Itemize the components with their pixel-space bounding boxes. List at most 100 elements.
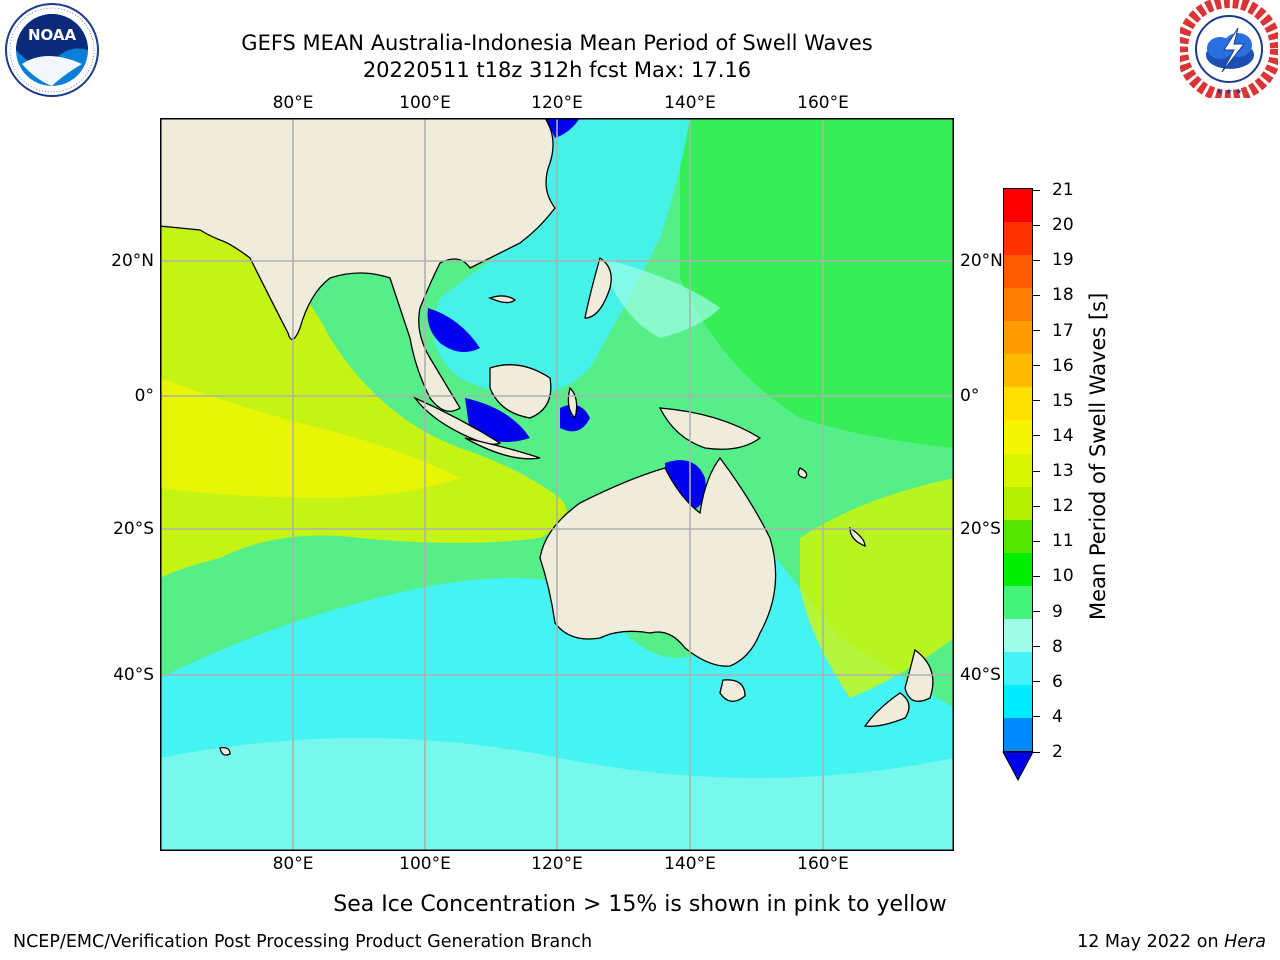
lon-tick-top: 100°E	[399, 93, 451, 113]
colorbar-level-label: 18	[1052, 285, 1074, 306]
swell-region-yellow-sea	[545, 118, 580, 138]
title-line-1: GEFS MEAN Australia-Indonesia Mean Perio…	[241, 31, 873, 55]
sea-ice-note: Sea Ice Concentration > 15% is shown in …	[333, 892, 947, 917]
hainan-land	[488, 295, 517, 304]
colorbar-tick	[1033, 646, 1040, 648]
colorbar-title: Mean Period of Swell Waves [s]	[1086, 292, 1110, 620]
colorbar-band	[1004, 387, 1032, 421]
lon-tick-top: 80°E	[272, 93, 314, 113]
colorbar-tick	[1033, 505, 1040, 507]
colorbar-band	[1004, 222, 1032, 256]
colorbar-tick	[1033, 575, 1040, 577]
colorbar-tick	[1033, 400, 1040, 402]
lon-tick-bottom: 120°E	[531, 854, 583, 874]
colorbar-level-label: 2	[1052, 742, 1063, 762]
new-caledonia-land	[849, 526, 866, 547]
philippines-land	[584, 256, 612, 319]
colorbar-tick	[1033, 259, 1040, 261]
lon-tick-bottom: 100°E	[399, 854, 451, 874]
colorbar-tick	[1033, 611, 1040, 612]
colorbar-level-label: 15	[1052, 390, 1074, 411]
lon-tick-top: 140°E	[664, 93, 716, 113]
lon-tick-top: 160°E	[797, 93, 849, 113]
colorbar-band	[1004, 354, 1032, 388]
footer-date: 12 May 2022 on Hera	[1077, 932, 1266, 952]
colorbar-level-label: 19	[1052, 250, 1074, 271]
colorbar-tick	[1033, 435, 1040, 437]
swell-region-yellow-tasman	[800, 478, 954, 698]
colorbar-tick	[1033, 470, 1040, 472]
lat-tick-right: 40°S	[960, 665, 1001, 685]
noaa-logo: NOAA	[2, 2, 102, 98]
colorbar-level-label: 8	[1052, 636, 1063, 657]
lat-tick-left: 0°	[134, 386, 154, 406]
colorbar-band	[1004, 618, 1032, 652]
colorbar-level-label: 10	[1052, 566, 1074, 587]
colorbar-tick	[1033, 330, 1040, 331]
australia-land	[539, 456, 777, 667]
lat-tick-right: 20°S	[960, 519, 1001, 539]
footer-credit: NCEP/EMC/Verification Post Processing Pr…	[13, 932, 593, 952]
colorbar-band	[1004, 651, 1032, 685]
colorbar-tick	[1033, 681, 1040, 683]
lat-tick-left: 20°S	[113, 519, 154, 539]
colorbar-tick	[1033, 224, 1040, 226]
footer-date-text: 12 May 2022 on	[1077, 932, 1219, 952]
map-border	[160, 118, 954, 851]
borneo-land	[489, 364, 552, 419]
lat-tick-right: 20°N	[960, 251, 1003, 271]
lat-tick-left: 20°N	[111, 251, 154, 271]
lon-tick-bottom: 160°E	[797, 854, 849, 874]
colorbar-level-label: 9	[1052, 601, 1063, 622]
colorbar-extend-arrow	[1002, 751, 1034, 781]
tasmania-land	[719, 679, 746, 702]
asia-land	[160, 118, 556, 412]
title-line-2: 20220511 t18z 312h fcst Max: 17.16	[362, 58, 752, 82]
swell-region-gulf-thailand	[427, 308, 480, 352]
swell-region-green-pacific	[680, 118, 954, 448]
colorbar-level-label: 12	[1052, 496, 1074, 517]
colorbar-band	[1004, 288, 1032, 322]
java-land	[464, 437, 541, 460]
colorbar-level-label: 20	[1052, 215, 1074, 236]
lon-tick-bottom: 140°E	[664, 854, 716, 874]
nz-south-land	[863, 692, 910, 727]
colorbar-tick	[1033, 751, 1040, 753]
colorbar-level-label: 14	[1052, 425, 1074, 446]
lat-tick-right: 0°	[960, 386, 980, 406]
lon-tick-top: 120°E	[531, 93, 583, 113]
colorbar-level-label: 16	[1052, 355, 1074, 376]
map-frame	[160, 118, 954, 851]
colorbar-band	[1004, 189, 1032, 223]
colorbar-tick	[1033, 189, 1040, 191]
colorbar-band	[1004, 684, 1032, 718]
colorbar-band	[1004, 321, 1032, 355]
colorbar-level-label: 13	[1052, 461, 1074, 481]
graticule	[160, 118, 954, 851]
new-guinea-land	[658, 407, 762, 450]
colorbar-tick	[1033, 294, 1040, 296]
swell-region-cyan-seasia	[433, 118, 690, 396]
svg-text:★ ★ ★: ★ ★ ★	[1216, 87, 1243, 96]
colorbar-band	[1004, 255, 1032, 289]
lat-tick-left: 40°S	[113, 665, 154, 685]
colorbar-band	[1004, 718, 1032, 752]
colorbar-level-label: 21	[1052, 180, 1074, 200]
colorbar-level-label: 6	[1052, 671, 1063, 692]
colorbar-band	[1004, 519, 1032, 553]
kerguelen-land	[219, 746, 231, 756]
colorbar-tick	[1033, 716, 1040, 718]
swell-region-bright-indian	[160, 378, 460, 498]
colorbar-band	[1004, 420, 1032, 454]
colorbar-band	[1004, 486, 1032, 520]
colorbar-level-label: 4	[1052, 706, 1063, 727]
colorbar-band	[1004, 453, 1032, 487]
vanuatu-land	[797, 467, 808, 479]
noaa-logo-text: NOAA	[28, 26, 77, 44]
colorbar-level-label: 17	[1052, 320, 1074, 341]
colorbar-level-label: 11	[1052, 531, 1074, 552]
colorbar-tick	[1033, 365, 1040, 367]
footer-host: Hera	[1224, 932, 1266, 952]
colorbar-band	[1004, 552, 1032, 586]
lon-tick-bottom: 80°E	[272, 854, 314, 874]
